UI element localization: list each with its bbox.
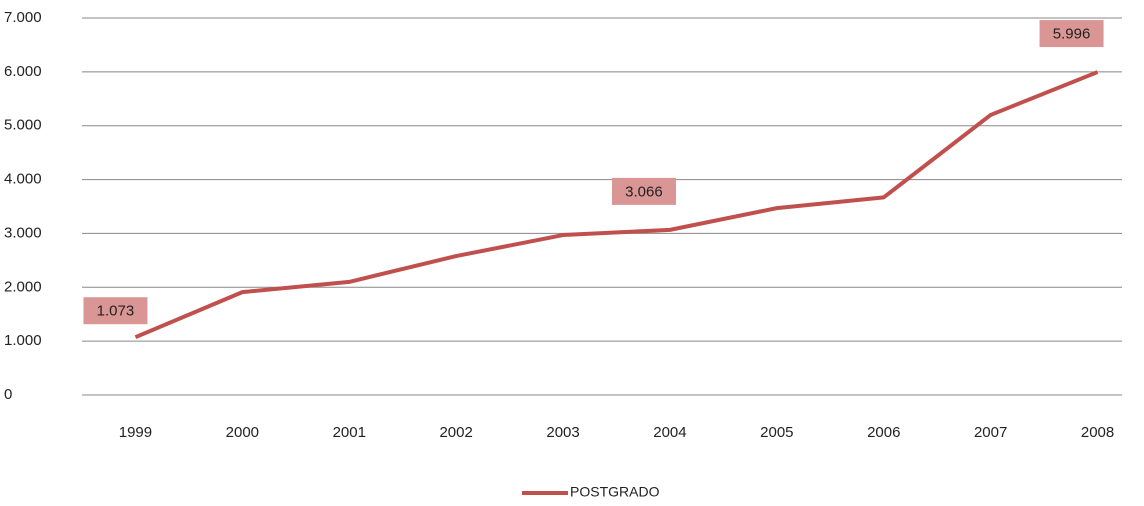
y-tick-label: 7.000	[4, 9, 42, 26]
data-label: 1.073	[97, 303, 135, 320]
x-tick-label: 2006	[867, 424, 900, 441]
y-tick-label: 2.000	[4, 278, 42, 295]
data-line	[134, 70, 1099, 340]
y-tick-label: 0	[4, 386, 12, 403]
y-tick-label: 1.000	[4, 332, 42, 349]
x-tick-label: 2003	[546, 424, 579, 441]
x-tick-label: 2001	[333, 424, 366, 441]
y-tick-label: 5.000	[4, 117, 42, 134]
data-label-box	[611, 177, 676, 205]
data-label: 3.066	[625, 183, 663, 200]
y-tick-label: 6.000	[4, 63, 42, 80]
data-label: 5.996	[1053, 26, 1091, 43]
x-tick-label: 2002	[439, 424, 472, 441]
y-tick-label: 4.000	[4, 171, 42, 188]
data-label-box	[1039, 20, 1104, 48]
x-tick-label: 2005	[760, 424, 793, 441]
x-tick-label: 2000	[226, 424, 259, 441]
x-tick-label: 2004	[653, 424, 686, 441]
x-tick-label: 1999	[119, 424, 152, 441]
x-tick-label: 2008	[1081, 424, 1114, 441]
x-tick-label: 2007	[974, 424, 1007, 441]
legend-label: POSTGRADO	[570, 484, 660, 500]
data-label-box	[83, 297, 148, 325]
y-tick-label: 3.000	[4, 224, 42, 241]
